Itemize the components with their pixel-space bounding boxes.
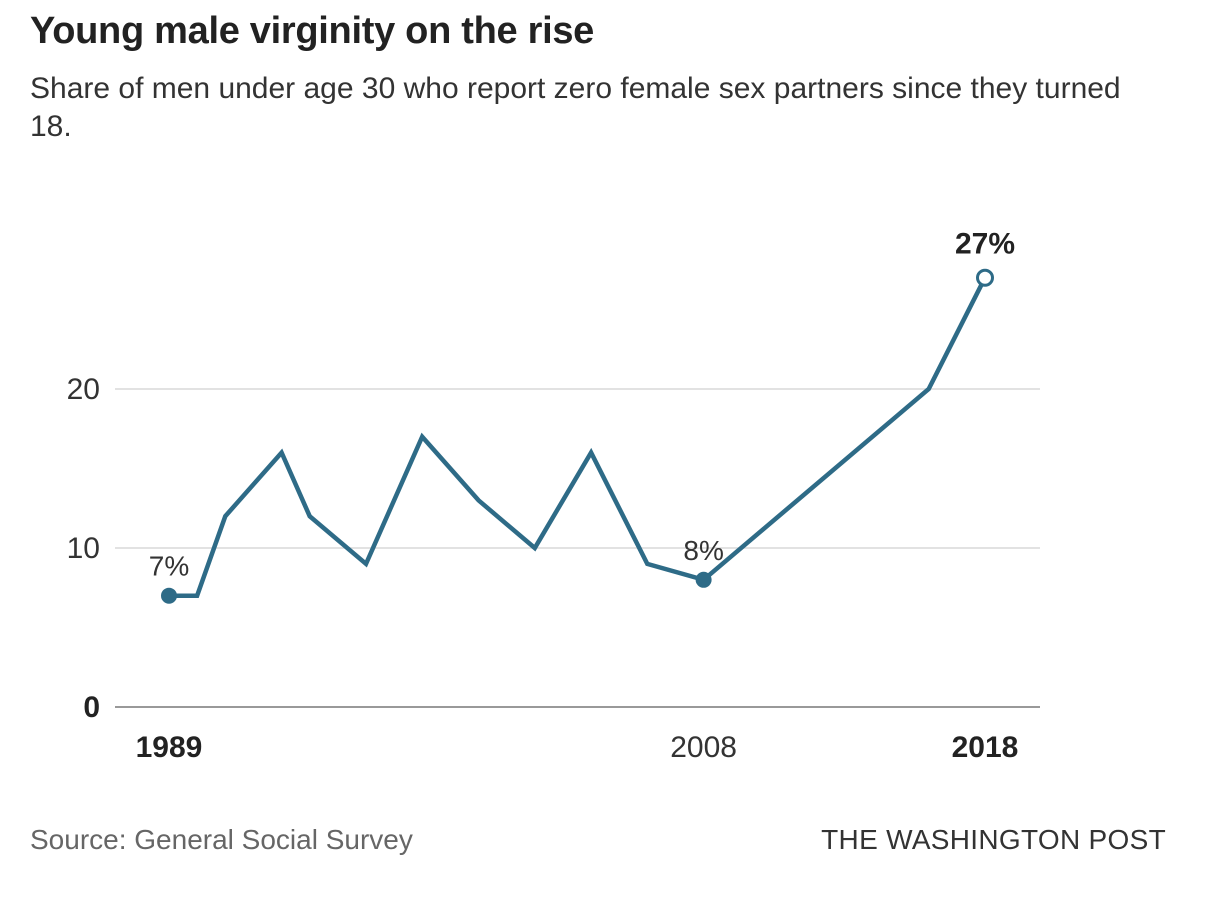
annotation-layer: 7% 8% 27% bbox=[149, 228, 1015, 604]
series-layer bbox=[169, 276, 988, 598]
x-tick-label-1989: 1989 bbox=[136, 731, 203, 764]
data-point-1989 bbox=[161, 587, 177, 604]
x-tick-labels: 1989 2008 2018 bbox=[136, 731, 1019, 764]
y-tick-labels: 0 10 20 bbox=[67, 373, 100, 724]
x-tick-label-2008: 2008 bbox=[670, 731, 737, 764]
series-line-0 bbox=[169, 276, 988, 598]
y-tick-label-10: 10 bbox=[67, 532, 100, 565]
grid-lines bbox=[115, 388, 1040, 708]
data-label-2018: 27% bbox=[955, 228, 1015, 261]
y-tick-label-0: 0 bbox=[83, 691, 100, 724]
data-label-2008: 8% bbox=[683, 535, 723, 566]
x-tick-label-2018: 2018 bbox=[952, 731, 1019, 764]
y-tick-label-20: 20 bbox=[67, 373, 100, 406]
source-note: Source: General Social Survey bbox=[30, 824, 413, 855]
data-point-2008 bbox=[695, 571, 712, 588]
chart-subtitle: Share of men under age 30 who report zer… bbox=[30, 72, 1121, 143]
chart-title: Young male virginity on the rise bbox=[30, 10, 595, 52]
line-chart: 0 10 20 1989 2008 2018 7% 8% 27% bbox=[67, 228, 1040, 764]
publisher-credit: THE WASHINGTON POST bbox=[821, 824, 1166, 855]
data-label-1989: 7% bbox=[149, 551, 189, 582]
data-point-2018 bbox=[976, 268, 994, 287]
